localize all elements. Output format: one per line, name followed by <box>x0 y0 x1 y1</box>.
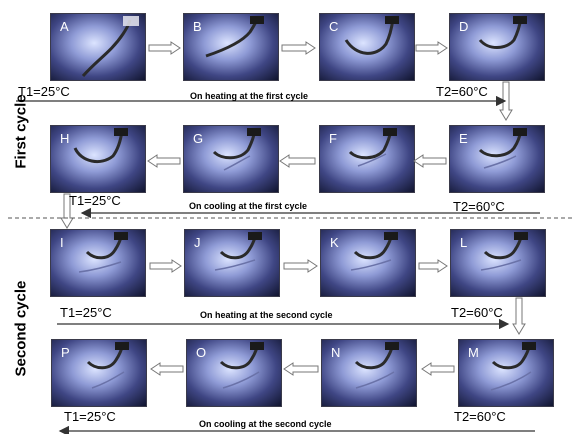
arrow-c-to-d <box>415 41 448 55</box>
caption-heating-second-cycle: On heating at the second cycle <box>200 310 333 320</box>
photo-panel-f: F <box>320 126 414 192</box>
arrow-j-to-k <box>283 259 318 273</box>
temp-t1-row3: T1=25°C <box>60 305 112 320</box>
fiber-image <box>480 232 528 271</box>
temp-t2-row4: T2=60°C <box>454 409 506 424</box>
fiber-image <box>478 128 527 169</box>
temp-t1-row1: T1=25°C <box>18 84 70 99</box>
arrow-n-to-o <box>283 362 319 376</box>
first-cycle-label: First cycle <box>12 94 30 169</box>
photo-panel-o: O <box>187 340 281 406</box>
panel-label: J <box>194 235 201 250</box>
panel-label: F <box>329 131 337 146</box>
panel-label: L <box>460 235 468 250</box>
fiber-image <box>350 232 398 271</box>
photo-panel-g: G <box>184 126 278 192</box>
panel-label: M <box>468 345 479 360</box>
panel-label: C <box>329 19 339 34</box>
panel-label: D <box>459 19 469 34</box>
photo-panel-a: A <box>51 14 145 80</box>
arrow-d-to-e <box>499 81 513 121</box>
photo-panel-l: L <box>451 230 545 296</box>
panel-label: H <box>60 131 70 146</box>
temp-t2-row1: T2=60°C <box>436 84 488 99</box>
fiber-image <box>73 128 128 164</box>
arrow-f-to-g <box>279 154 316 168</box>
fiber-image <box>490 342 536 391</box>
photo-panel-n: N <box>322 340 416 406</box>
second-cycle-label: Second cycle <box>12 280 30 377</box>
temp-t2-row2: T2=60°C <box>453 199 505 214</box>
fiber-image <box>219 342 264 389</box>
temp-t1-row2: T1=25°C <box>69 193 121 208</box>
panel-label: B <box>193 19 202 34</box>
fiber-image <box>214 232 262 271</box>
panel-label: P <box>61 345 70 360</box>
photo-panel-j: J <box>185 230 279 296</box>
photo-panel-e: E <box>450 126 544 192</box>
fiber-image <box>78 232 128 273</box>
arrow-i-to-j <box>149 259 182 273</box>
arrow-k-to-l <box>418 259 448 273</box>
caption-cooling-first-cycle: On cooling at the first cycle <box>189 201 308 211</box>
photo-panel-k: K <box>321 230 415 296</box>
fiber-image <box>344 16 399 55</box>
arrow-m-to-n <box>421 362 455 376</box>
panel-label: E <box>459 131 468 146</box>
panel-label: G <box>193 131 204 146</box>
photo-panel-p: P <box>52 340 146 406</box>
fiber-image <box>354 342 399 389</box>
panel-label: K <box>330 235 339 250</box>
arrow-b-to-c <box>281 41 316 55</box>
panel-label: O <box>196 345 207 360</box>
fiber-image <box>205 16 264 58</box>
fiber-image <box>81 16 139 77</box>
arrow-a-to-b <box>148 41 181 55</box>
arrow-o-to-p <box>150 362 184 376</box>
photo-panel-i: I <box>51 230 145 296</box>
fiber-image <box>348 128 397 167</box>
panel-label: N <box>331 345 341 360</box>
panel-label: I <box>60 235 64 250</box>
photo-panel-b: B <box>184 14 278 80</box>
fiber-image <box>212 128 261 171</box>
caption-cooling-second-cycle: On cooling at the second cycle <box>199 419 332 429</box>
temp-t2-row3: T2=60°C <box>451 305 503 320</box>
panel-label: A <box>60 19 69 34</box>
arrow-l-to-m <box>512 297 526 335</box>
photo-panel-h: H <box>51 126 145 192</box>
fiber-image <box>478 16 527 49</box>
photo-panel-c: C <box>320 14 414 80</box>
caption-heating-first-cycle: On heating at the first cycle <box>190 91 309 101</box>
photo-panel-m: M <box>459 340 553 406</box>
fiber-image <box>86 342 129 389</box>
arrow-e-to-f <box>413 154 447 168</box>
photo-panel-d: D <box>450 14 544 80</box>
arrow-g-to-h <box>147 154 181 168</box>
temp-t1-row4: T1=25°C <box>64 409 116 424</box>
